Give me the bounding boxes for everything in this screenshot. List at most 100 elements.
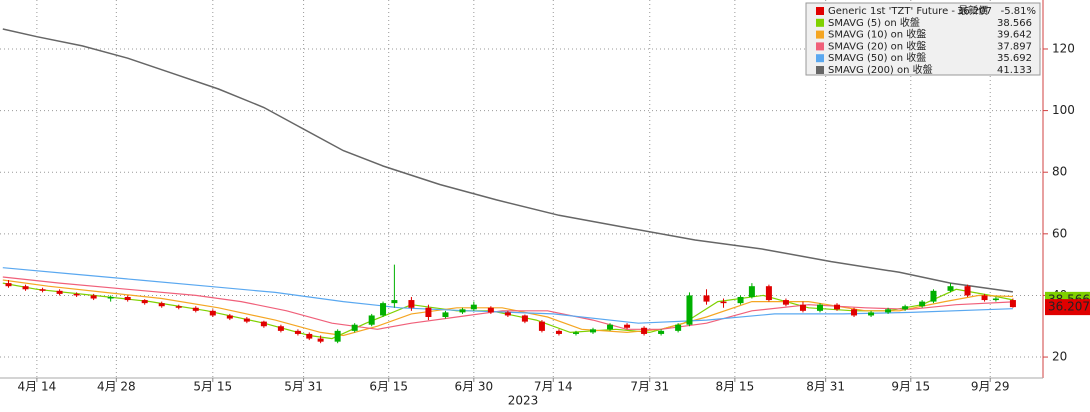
candle-body — [504, 312, 511, 316]
candle-body — [868, 312, 875, 316]
candle-body — [641, 327, 648, 334]
candle-body — [334, 330, 341, 342]
candle-body — [765, 286, 772, 301]
legend-value: 39.642 — [997, 30, 1032, 41]
x-tick-label: 4月 28 — [97, 380, 136, 394]
candle-body — [590, 329, 597, 333]
legend-swatch — [816, 30, 824, 39]
legend-value: 41.133 — [997, 65, 1032, 76]
y-tick-label: 120 — [1052, 41, 1075, 55]
candle-body — [73, 293, 80, 296]
x-tick-label: 8月 15 — [715, 380, 754, 394]
candle-body — [686, 295, 693, 325]
legend-swatch — [816, 7, 824, 15]
candle-body — [748, 286, 755, 297]
candle-body — [607, 324, 614, 330]
candle-body — [720, 301, 727, 304]
candle-body — [834, 304, 841, 310]
candle-body — [964, 286, 971, 296]
legend-value: 38.566 — [997, 18, 1032, 29]
candle-body — [408, 300, 415, 308]
candle-body — [5, 283, 12, 287]
candle-body — [782, 300, 789, 305]
candle-body — [158, 303, 165, 307]
legend-value: 36.207 — [957, 6, 992, 17]
candle-body — [521, 315, 528, 322]
x-tick-label: 8月 31 — [806, 380, 845, 394]
x-tick-label: 4月 14 — [18, 380, 57, 394]
candle-body — [487, 307, 494, 313]
x-tick-label: 7月 31 — [630, 380, 669, 394]
candle-body — [624, 324, 631, 328]
ma-line — [2, 267, 1013, 324]
candle-body — [902, 306, 909, 310]
price-tag — [1045, 299, 1090, 316]
legend-swatch — [816, 54, 824, 63]
x-tick-label: 7月 14 — [534, 380, 573, 394]
legend-label: Generic 1st 'TZT' Future - 最新價 — [828, 4, 988, 17]
candle-body — [90, 295, 97, 299]
candle-body — [391, 300, 398, 304]
legend-label: SMAVG (20) on 收盤 — [828, 39, 926, 52]
x-tick-label: 6月 30 — [454, 380, 493, 394]
candle-body — [380, 303, 387, 316]
legend-box — [805, 2, 1041, 76]
candle-body — [919, 301, 926, 307]
x-tick-label: 5月 15 — [193, 380, 232, 394]
x-tick-label: 5月 31 — [284, 380, 323, 394]
candle-body — [538, 321, 545, 331]
y-tick-label: 100 — [1052, 103, 1075, 117]
candle-body — [930, 290, 937, 302]
x-tick-label: 9月 15 — [891, 380, 930, 394]
candle-body — [368, 315, 375, 325]
x-axis-label: 2023 — [508, 394, 539, 408]
y-tick-label: 60 — [1052, 226, 1067, 240]
price-tag-label: 36.207 — [1048, 300, 1090, 314]
legend-swatch — [816, 66, 824, 74]
ma-line — [2, 28, 1014, 293]
candle-body — [992, 298, 999, 301]
candle-body — [799, 304, 806, 311]
legend-change: -5.81% — [1001, 6, 1036, 17]
candle-body — [737, 296, 744, 304]
candle-body — [243, 318, 250, 322]
candle-body — [209, 310, 216, 316]
x-tick-label: 9月 29 — [971, 380, 1010, 394]
candle-body — [851, 309, 858, 316]
candle-body — [226, 315, 233, 319]
candle-body — [555, 330, 562, 334]
candle-body — [175, 306, 182, 308]
candle-body — [294, 330, 301, 334]
candle-body — [885, 309, 892, 313]
candle-body — [703, 295, 710, 302]
x-tick-label: 6月 15 — [369, 380, 408, 394]
candle-body — [675, 324, 682, 331]
candle-body — [141, 300, 148, 304]
candle-body — [56, 290, 63, 294]
candle-body — [107, 296, 114, 299]
candle-body — [947, 286, 954, 291]
candle-body — [124, 296, 131, 301]
legend-swatch — [816, 42, 824, 51]
candle-body — [277, 326, 284, 331]
legend-swatch — [816, 18, 824, 27]
candle-body — [658, 330, 665, 334]
candle-body — [459, 309, 466, 313]
legend-label: SMAVG (5) on 收盤 — [828, 16, 920, 29]
candle-body — [816, 304, 823, 311]
legend-label: SMAVG (50) on 收盤 — [828, 51, 926, 64]
candle-body — [425, 307, 432, 318]
candle-body — [572, 332, 579, 334]
candle-body — [192, 307, 199, 311]
candle-body — [442, 312, 449, 318]
candle-body — [470, 304, 477, 310]
candle-body — [306, 333, 313, 339]
y-tick-label: 80 — [1052, 165, 1067, 179]
legend-label: SMAVG (10) on 收盤 — [828, 28, 926, 41]
legend-value: 35.692 — [997, 53, 1032, 64]
candle-body — [981, 295, 988, 301]
candle-body — [260, 321, 267, 327]
legend-value: 37.897 — [997, 41, 1032, 52]
candle-body — [22, 286, 29, 290]
